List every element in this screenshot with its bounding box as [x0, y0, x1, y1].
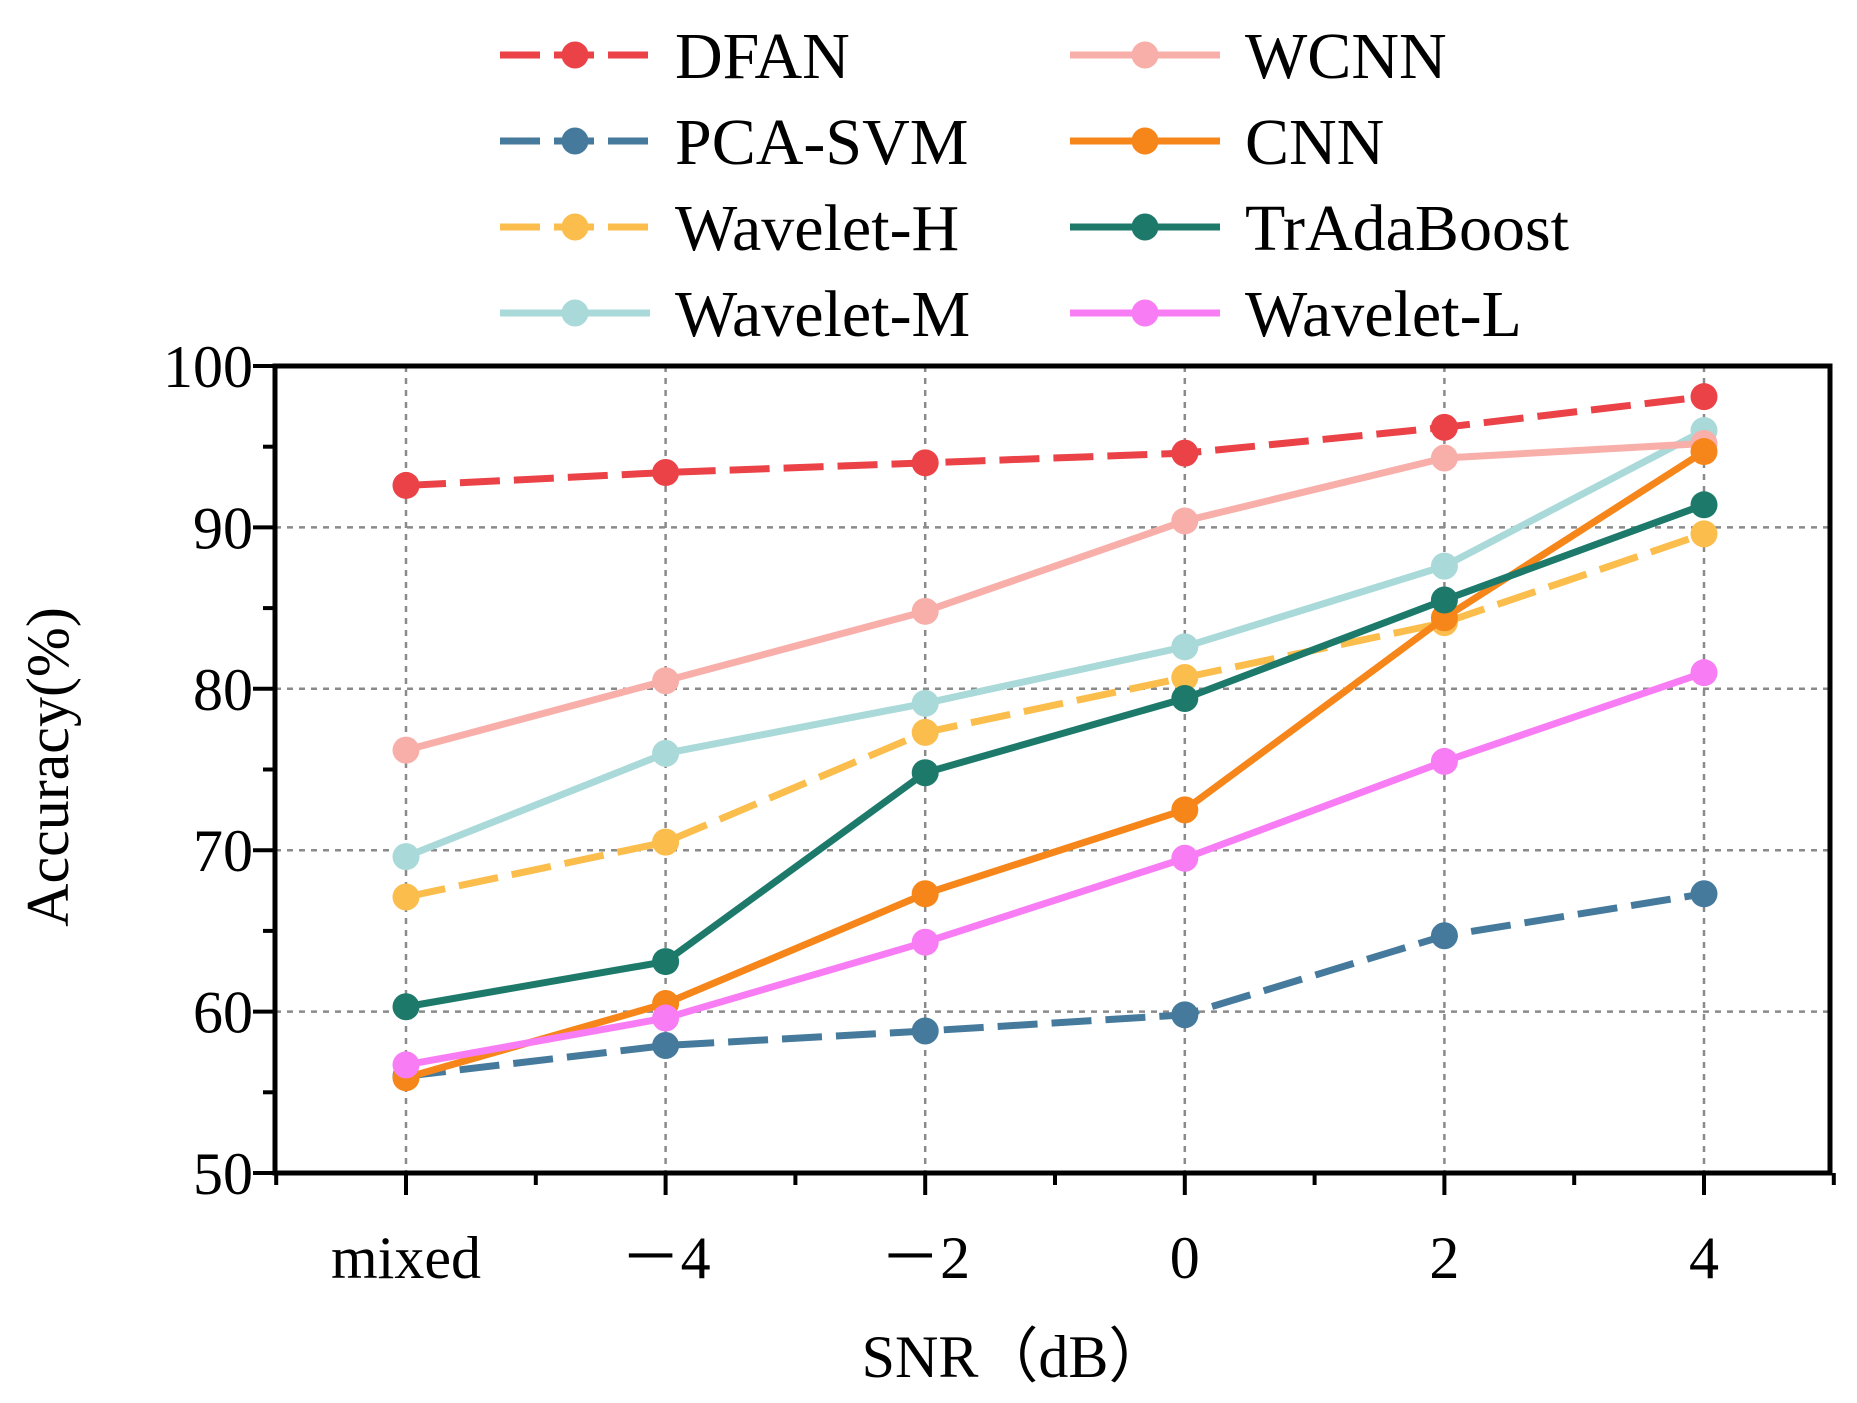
data-point — [1690, 383, 1718, 411]
data-point — [911, 597, 939, 625]
legend-item-pca-svm: PCA-SVM — [500, 106, 968, 179]
data-point — [1171, 796, 1199, 824]
data-point — [392, 471, 420, 499]
data-point — [1171, 664, 1199, 692]
legend-swatch-marker — [1131, 213, 1159, 241]
legend-swatch-marker — [561, 299, 589, 327]
data-point — [652, 828, 680, 856]
legend-label: WCNN — [1245, 20, 1447, 93]
legend-label: Wavelet-L — [1245, 278, 1522, 351]
data-point — [911, 689, 939, 717]
legend-item-wavelet-l: Wavelet-L — [1070, 278, 1522, 351]
x-tick-label: mixed — [331, 1225, 481, 1291]
legend-item-wavelet-m: Wavelet-M — [500, 278, 970, 351]
data-point — [652, 739, 680, 767]
series-line — [405, 530, 1706, 901]
series-cnn — [392, 438, 1718, 1092]
series-lines — [392, 383, 1718, 1092]
legend-label: Wavelet-M — [675, 278, 970, 351]
data-point — [1690, 491, 1718, 519]
data-point — [1430, 586, 1458, 614]
legend-item-cnn: CNN — [1070, 106, 1384, 179]
legend: DFAN PCA-SVM Wavelet-H Wavelet-M WCNN CNN TrAd… — [500, 20, 1569, 351]
y-tick-label: 100 — [163, 334, 253, 400]
legend-swatch-marker — [561, 41, 589, 69]
series-line — [405, 501, 1706, 1011]
y-tick-label: 90 — [193, 495, 253, 561]
y-tick-label: 70 — [193, 818, 253, 884]
data-point — [652, 459, 680, 487]
legend-label: TrAdaBoost — [1245, 192, 1569, 265]
x-tick-label: 0 — [1170, 1225, 1200, 1291]
legend-label: CNN — [1245, 106, 1384, 179]
data-point — [652, 667, 680, 695]
data-point — [652, 948, 680, 976]
data-point — [1430, 747, 1458, 775]
data-point — [911, 718, 939, 746]
data-point — [1430, 413, 1458, 441]
y-tick-label: 80 — [193, 657, 253, 723]
data-point — [392, 736, 420, 764]
legend-label: PCA-SVM — [675, 106, 968, 179]
x-axis-title: SNR（dB） — [862, 1324, 1169, 1390]
data-point — [392, 1051, 420, 1079]
data-point — [652, 1031, 680, 1059]
data-point — [1171, 439, 1199, 467]
data-point — [392, 883, 420, 911]
data-point — [1171, 633, 1199, 661]
legend-label: Wavelet-H — [675, 192, 959, 265]
axis-ticks: mixed －4 －2 0 2 4 50 60 70 80 90 100 — [163, 334, 1836, 1291]
x-tick-label: －4 — [621, 1225, 711, 1291]
data-point — [1171, 844, 1199, 872]
legend-item-wcnn: WCNN — [1070, 20, 1447, 93]
data-point — [392, 993, 420, 1021]
data-point — [911, 449, 939, 477]
y-tick-label: 60 — [193, 980, 253, 1046]
series-line — [405, 448, 1706, 1082]
x-tick-label: －2 — [880, 1225, 970, 1291]
legend-swatch-marker — [561, 127, 589, 155]
data-point — [911, 880, 939, 908]
series-line — [405, 439, 1705, 754]
data-point — [911, 928, 939, 956]
series-line — [405, 393, 1705, 489]
data-point — [652, 1004, 680, 1032]
legend-swatch-marker — [561, 213, 589, 241]
y-axis-title: Accuracy(%) — [15, 607, 81, 927]
series-dfan — [392, 383, 1718, 499]
series-wavelet-m — [392, 417, 1718, 871]
data-point — [1430, 444, 1458, 472]
data-point — [911, 759, 939, 787]
data-point — [1690, 438, 1718, 466]
data-point — [1690, 659, 1718, 687]
series-wavelet-l — [392, 659, 1718, 1079]
legend-item-tradaboost: TrAdaBoost — [1070, 192, 1569, 265]
data-point — [1171, 507, 1199, 535]
data-point — [392, 843, 420, 871]
y-tick-label: 50 — [193, 1141, 253, 1207]
data-point — [1430, 552, 1458, 580]
series-line — [405, 890, 1705, 1080]
data-point — [911, 1017, 939, 1045]
legend-item-wavelet-h: Wavelet-H — [500, 192, 959, 265]
data-point — [1171, 1001, 1199, 1029]
data-point — [1430, 922, 1458, 950]
legend-label: DFAN — [675, 20, 850, 93]
data-point — [1690, 520, 1718, 548]
x-tick-label: 4 — [1689, 1225, 1719, 1291]
series-pca-svm — [392, 880, 1718, 1090]
data-point — [1690, 880, 1718, 908]
legend-swatch-marker — [1131, 127, 1159, 155]
data-point — [1171, 684, 1199, 712]
series-line — [404, 427, 1706, 860]
series-tradaboost — [392, 491, 1718, 1021]
legend-item-dfan: DFAN — [500, 20, 850, 93]
legend-swatch-marker — [1131, 299, 1159, 327]
x-tick-label: 2 — [1429, 1225, 1459, 1291]
legend-swatch-marker — [1131, 41, 1159, 69]
series-line — [405, 669, 1706, 1069]
